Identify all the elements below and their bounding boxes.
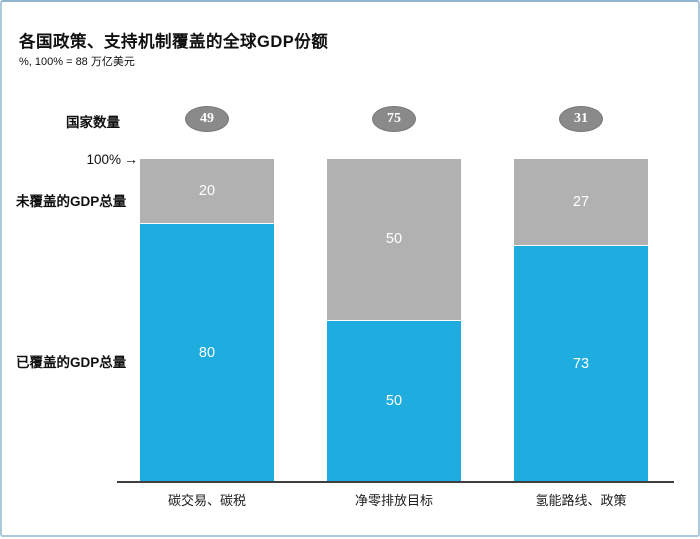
bar-segment-covered: 73	[514, 246, 648, 482]
bar-group: 31 27 73 氢能路线、政策	[514, 106, 648, 508]
x-axis-line	[117, 481, 674, 483]
bar-group: 49 20 80 碳交易、碳税	[140, 106, 274, 508]
axis-100-marker: 100% →	[78, 151, 138, 167]
bar-segment-uncovered: 20	[140, 159, 274, 224]
right-arrow-icon: →	[124, 151, 138, 167]
country-count-badge: 75	[372, 106, 416, 132]
bar-segment-covered: 80	[140, 223, 274, 482]
country-count-row-label: 国家数量	[66, 115, 120, 130]
series-label-uncovered-gdp: 未覆盖的GDP总量	[16, 194, 127, 209]
stacked-bar: 27 73	[514, 159, 648, 482]
bar-value-label: 73	[572, 356, 590, 373]
chart-subtitle: %, 100% = 88 万亿美元	[19, 56, 135, 68]
bar-value-label: 20	[198, 182, 216, 199]
series-label-covered-gdp: 已覆盖的GDP总量	[16, 355, 127, 370]
country-count-badge: 49	[185, 106, 229, 132]
axis-100-text: 100%	[86, 152, 121, 167]
bar-group: 75 50 50 净零排放目标	[327, 106, 461, 508]
stacked-bar: 50 50	[327, 159, 461, 482]
category-label: 碳交易、碳税	[167, 493, 246, 508]
chart-title: 各国政策、支持机制覆盖的全球GDP份额	[19, 33, 329, 51]
category-label: 氢能路线、政策	[535, 493, 627, 508]
bar-value-label: 27	[572, 194, 590, 211]
stacked-bar: 20 80	[140, 159, 274, 482]
bar-value-label: 50	[385, 231, 403, 248]
bar-segment-covered: 50	[327, 320, 461, 482]
bar-value-label: 50	[385, 393, 403, 410]
country-count-badge: 31	[559, 106, 603, 132]
bar-segment-uncovered: 27	[514, 159, 648, 247]
category-label: 净零排放目标	[354, 493, 433, 508]
bar-segment-uncovered: 50	[327, 159, 461, 321]
bar-value-label: 80	[198, 344, 216, 361]
